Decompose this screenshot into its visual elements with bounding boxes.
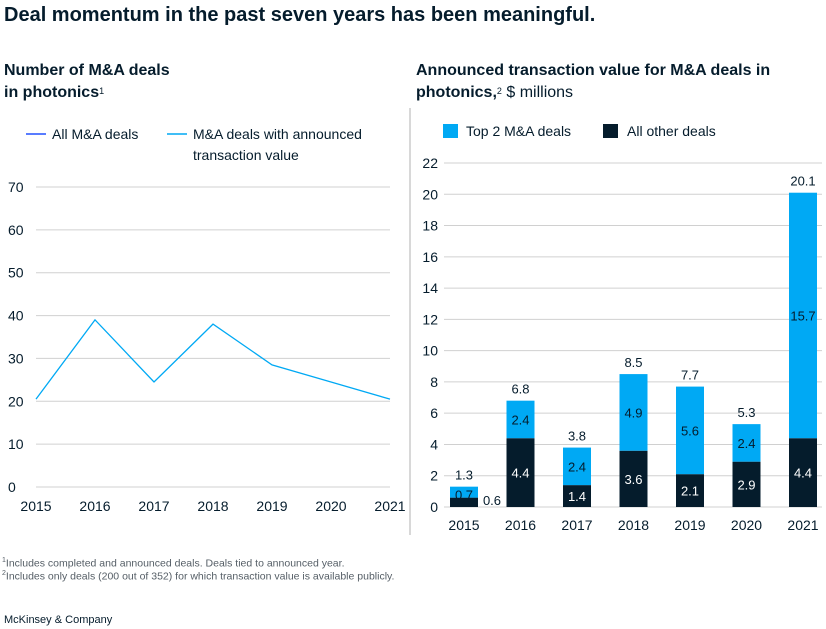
bar-top2-label-2017: 2.4 — [568, 459, 586, 474]
bar-other-label-2019: 2.1 — [681, 484, 699, 499]
right-y-tick-16: 16 — [422, 249, 438, 265]
left-y-tick-60: 60 — [8, 222, 24, 238]
bar-other-label-2017: 1.4 — [568, 489, 586, 504]
left-y-tick-40: 40 — [8, 308, 24, 324]
right-x-tick-2021: 2021 — [787, 517, 818, 533]
left-chart-title: Number of M&A deals in photonics1 — [4, 60, 234, 104]
legend-all-deals-label: All M&A deals — [52, 126, 138, 142]
right-x-tick-2016: 2016 — [505, 517, 536, 533]
footnote-1-marker: 1 — [2, 557, 6, 564]
brand-name: McKinsey & Company — [4, 614, 113, 626]
footnote-2: 2Includes only deals (200 out of 352) fo… — [2, 570, 394, 583]
legend-other-swatch — [603, 124, 618, 138]
right-x-tick-2015: 2015 — [448, 517, 479, 533]
right-x-tick-2018: 2018 — [618, 517, 649, 533]
left-chart-title-footnote-marker: 1 — [99, 86, 105, 96]
legend-top2-label: Top 2 M&A deals — [466, 123, 571, 139]
right-x-tick-2019: 2019 — [674, 517, 705, 533]
legend-announced-deals-label-line1: M&A deals with announced — [193, 126, 362, 142]
bar-total-label-2017: 3.8 — [568, 429, 586, 444]
right-x-tick-2017: 2017 — [561, 517, 592, 533]
bar-total-label-2015: 1.3 — [455, 468, 473, 483]
right-y-tick-10: 10 — [422, 343, 438, 359]
footnote-1-text: Includes completed and announced deals. … — [5, 557, 345, 570]
bar-other-2020 — [732, 461, 761, 507]
bar-other-2018 — [619, 450, 648, 507]
bar-top2-2018 — [619, 374, 648, 451]
bar-top2-2017 — [563, 447, 591, 486]
bar-top2-2021 — [789, 192, 817, 439]
bar-top2-2015 — [450, 486, 478, 498]
right-legend: Top 2 M&A deals All other deals — [443, 123, 716, 139]
right-y-tick-20: 20 — [422, 186, 438, 202]
bar-top2-2020 — [732, 424, 761, 462]
left-y-tick-70: 70 — [8, 179, 24, 195]
left-legend: All M&A deals M&A deals with announced t… — [26, 126, 362, 163]
right-y-tick-18: 18 — [422, 218, 438, 234]
bar-top2-label-2018: 4.9 — [624, 405, 642, 420]
bar-top2-label-2021: 15.7 — [790, 308, 815, 323]
right-chart-title: Announced transaction value for M&A deal… — [416, 60, 816, 104]
left-x-tick-2021: 2021 — [374, 498, 405, 514]
left-y-tick-10: 10 — [8, 436, 24, 452]
left-line-chart: 0 10 20 30 40 50 60 70 2015 2016 2017 2018 2019 2020 2… — [8, 179, 406, 514]
bar-total-label-2019: 7.7 — [681, 368, 699, 383]
bar-other-2021 — [789, 438, 817, 507]
bar-other-label-2018: 3.6 — [624, 472, 642, 487]
left-chart-title-line2: in photonics — [4, 84, 100, 101]
right-y-tick-22: 22 — [422, 155, 438, 171]
bar-other-label-2016: 4.4 — [511, 466, 529, 481]
right-chart-title-footnote-marker: 2 — [496, 86, 502, 96]
right-bar-chart: 0 2 4 6 8 10 12 14 16 18 20 22 0.6 0.7 1.3 2015 4.4 2.4 6.… — [422, 155, 822, 533]
right-y-tick-14: 14 — [422, 280, 438, 296]
bar-other-2015 — [450, 497, 478, 507]
left-y-tick-50: 50 — [8, 265, 24, 281]
left-x-tick-2017: 2017 — [138, 498, 169, 514]
bar-other-label-2021: 4.4 — [794, 466, 812, 481]
left-x-tick-2019: 2019 — [256, 498, 287, 514]
bar-top2-label-2015: 0.7 — [455, 488, 473, 503]
left-series-line-1 — [35, 318, 391, 400]
bar-top2-label-2016: 2.4 — [511, 412, 529, 427]
bar-other-2019 — [676, 474, 704, 507]
bar-total-label-2020: 5.3 — [737, 405, 755, 420]
right-x-tick-2020: 2020 — [731, 517, 762, 533]
right-y-tick-12: 12 — [422, 311, 438, 327]
right-y-tick-8: 8 — [430, 374, 438, 390]
legend-announced-deals-label-line2: transaction value — [193, 147, 299, 163]
right-chart-title-unit: $ millions — [501, 84, 574, 101]
bar-total-label-2016: 6.8 — [511, 382, 529, 397]
left-chart-title-line1: Number of M&A deals — [4, 62, 170, 79]
legend-other-label: All other deals — [627, 123, 716, 139]
bar-top2-label-2020: 2.4 — [737, 436, 755, 451]
left-x-tick-2015: 2015 — [20, 498, 51, 514]
footnote-2-text: Includes only deals (200 out of 352) for… — [5, 570, 395, 583]
right-y-tick-6: 6 — [430, 405, 438, 421]
bar-other-label-2015: 0.6 — [483, 493, 501, 508]
right-chart-title-line1: Announced transaction value for M&A deal… — [416, 62, 771, 79]
bar-top2-2019 — [676, 386, 704, 475]
page-title: Deal momentum in the past seven years ha… — [4, 4, 596, 26]
left-x-tick-2018: 2018 — [197, 498, 228, 514]
right-y-tick-0: 0 — [430, 499, 438, 515]
left-y-tick-20: 20 — [8, 393, 24, 409]
bar-top2-2016 — [506, 400, 535, 439]
bar-other-2016 — [506, 438, 535, 507]
right-chart-title-line2: photonics, — [416, 84, 497, 101]
footnote-1: 1Includes completed and announced deals.… — [2, 557, 344, 570]
left-y-tick-30: 30 — [8, 350, 24, 366]
bar-other-2017 — [563, 485, 591, 507]
right-y-tick-2: 2 — [430, 468, 438, 484]
left-y-tick-0: 0 — [8, 479, 16, 495]
bar-top2-label-2019: 5.6 — [681, 423, 699, 438]
bar-total-label-2018: 8.5 — [624, 355, 642, 370]
left-x-tick-2020: 2020 — [315, 498, 346, 514]
bar-other-label-2020: 2.9 — [737, 477, 755, 492]
footnote-2-marker: 2 — [2, 570, 6, 577]
left-x-tick-2016: 2016 — [79, 498, 110, 514]
right-y-tick-4: 4 — [430, 436, 438, 452]
legend-top2-swatch — [443, 124, 458, 138]
bar-total-label-2021: 20.1 — [790, 174, 815, 189]
